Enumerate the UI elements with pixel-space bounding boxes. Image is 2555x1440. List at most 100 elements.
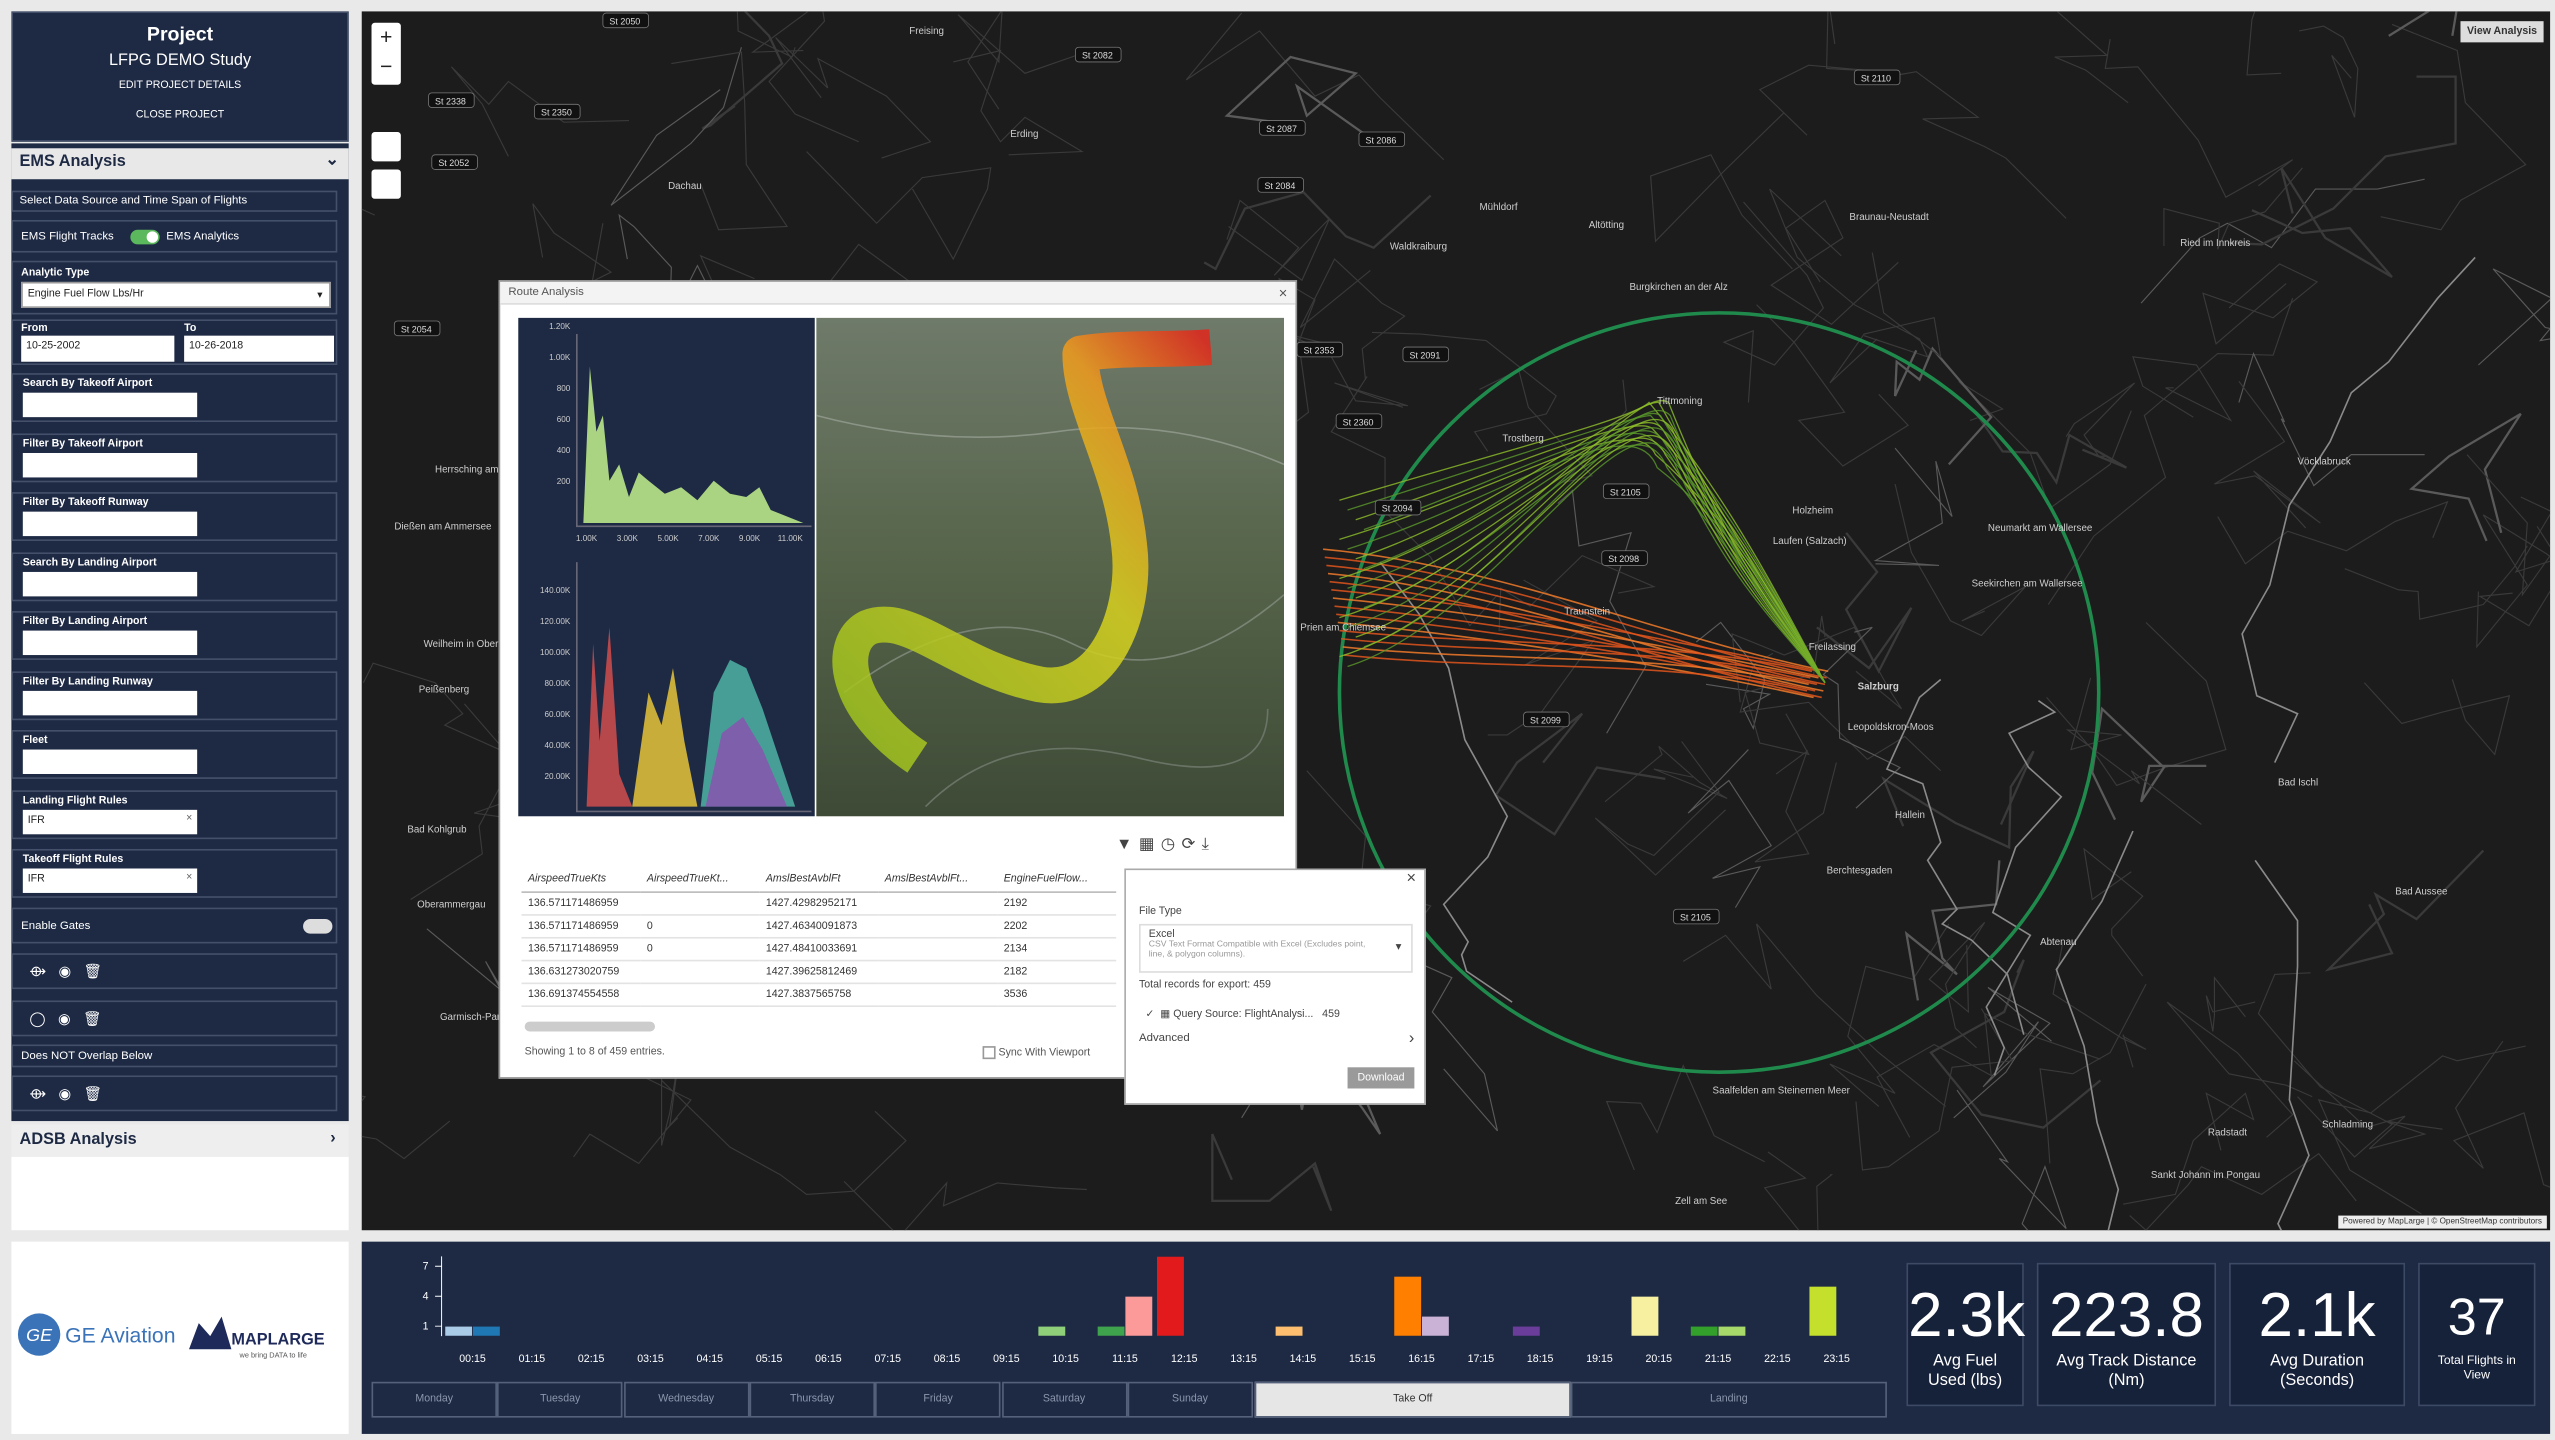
- edit-project[interactable]: EDIT PROJECT DETAILS: [118, 79, 242, 92]
- x-tick-label: 12:15: [1171, 1353, 1198, 1365]
- x-tick-label: 19:15: [1586, 1353, 1613, 1365]
- mode-tab[interactable]: Take Off: [1254, 1381, 1571, 1418]
- close-button[interactable]: ×: [1406, 870, 1417, 889]
- road: [2246, 11, 2282, 76]
- column-header[interactable]: EngineFuelFlow...: [997, 865, 1117, 893]
- gate-tools-3: ⟴ ◉ 🗑: [11, 1075, 338, 1112]
- sync-viewport[interactable]: Sync With Viewport: [982, 1046, 1090, 1060]
- close-button[interactable]: ×: [1278, 285, 1288, 302]
- column-header[interactable]: AmslBestAvblFt: [759, 865, 879, 893]
- place-label: Vöcklabruck: [2298, 456, 2351, 467]
- overlap[interactable]: Does NOT Overlap Below: [11, 1044, 338, 1068]
- table-cell: 2134: [997, 937, 1117, 962]
- day-tab[interactable]: Sunday: [1127, 1381, 1253, 1418]
- stat-card: 2.3k Avg Fuel Used (lbs): [1906, 1262, 2026, 1407]
- ems-header[interactable]: EMS Analysis ⌄: [11, 148, 349, 180]
- advanced[interactable]: Advanced: [1138, 1033, 1190, 1045]
- field-input[interactable]: IFR ×: [22, 809, 198, 834]
- view-analysis[interactable]: View Analysis: [2460, 21, 2544, 43]
- y-tick-label: 4: [423, 1290, 429, 1302]
- day-tab[interactable]: Wednesday: [623, 1381, 749, 1418]
- chart1-x-tick-label: 9.00K: [739, 534, 761, 543]
- road: [1929, 959, 2102, 1129]
- close-project[interactable]: CLOSE PROJECT: [135, 109, 225, 121]
- field-input[interactable]: [22, 630, 198, 656]
- search-tool[interactable]: [371, 131, 401, 162]
- tool-icons[interactable]: ⟴ ◉ 🗑: [29, 963, 103, 980]
- place-label: Herrsching am Ammersee: [435, 465, 548, 476]
- chart1-y-tick-label: 600: [557, 415, 571, 424]
- bar: [1124, 1295, 1154, 1337]
- toggle-switch[interactable]: [130, 229, 160, 245]
- place-label: Tittmoning: [1657, 396, 1702, 407]
- project-panel: Project LFPG DEMO Study EDIT PROJECT DET…: [11, 11, 349, 142]
- field-input[interactable]: [22, 749, 198, 774]
- day-tab[interactable]: Tuesday: [497, 1381, 623, 1418]
- query-row[interactable]: ✓ ▦ Query Source: FlightAnalysi... 459: [1145, 1008, 1340, 1021]
- field-input[interactable]: [22, 690, 198, 715]
- road: [2163, 167, 2303, 250]
- table-row: 136.571171486959 0 1427.46340091873 2202: [521, 914, 1117, 939]
- zoom-control[interactable]: + −: [371, 22, 401, 85]
- road: [362, 662, 508, 754]
- bar: [1274, 1325, 1304, 1337]
- road-shield: [393, 320, 441, 337]
- day-tab[interactable]: Saturday: [1001, 1381, 1127, 1418]
- road: [1894, 483, 2026, 637]
- place-label: Bad Kohlgrub: [407, 825, 467, 836]
- field-input[interactable]: [22, 511, 198, 537]
- advanced-arrow[interactable]: ›: [1408, 1029, 1415, 1048]
- day-tab[interactable]: Monday: [371, 1381, 497, 1418]
- road-shield-label: St 2091: [1409, 350, 1440, 360]
- export-popup: × File Type Excel CSV Text Format Compat…: [1124, 868, 1426, 1105]
- tool-icons[interactable]: ◯ ◉ 🗑: [29, 1010, 102, 1027]
- scrollbar[interactable]: [524, 1021, 656, 1032]
- day-tab[interactable]: Friday: [875, 1381, 1001, 1418]
- column-header[interactable]: AirspeedTrueKt...: [640, 865, 760, 893]
- road: [2052, 941, 2147, 1068]
- field-label: Filter By Takeoff Runway: [22, 496, 149, 509]
- clear-button[interactable]: ×: [186, 871, 193, 884]
- ge-logo: GE: [17, 1313, 61, 1356]
- road: [1185, 12, 1445, 161]
- from-input[interactable]: 10-25-2002: [21, 335, 175, 362]
- road: [1695, 621, 1772, 731]
- field-input[interactable]: [22, 571, 198, 596]
- analytic-type-select[interactable]: Engine Fuel Flow Lbs/Hr ▾: [21, 281, 331, 308]
- stat-label: Total Flights in View: [2437, 1352, 2516, 1382]
- column-header[interactable]: AmslBestAvblFt...: [878, 865, 998, 893]
- data-source[interactable]: Select Data Source and Time Span of Flig…: [11, 190, 338, 212]
- svg-text:GE: GE: [26, 1325, 53, 1345]
- place-label: Leopoldskron-Moos: [1848, 722, 1934, 733]
- x-tick-label: 08:15: [934, 1353, 961, 1365]
- gates-switch[interactable]: [303, 919, 333, 934]
- road-shield: [428, 92, 475, 108]
- stat-value: 2.3k: [1908, 1282, 2026, 1351]
- field-input[interactable]: IFR ×: [22, 868, 198, 893]
- flight-track: [1347, 414, 1826, 684]
- to-input[interactable]: 10-26-2018: [184, 335, 335, 362]
- road: [618, 213, 716, 322]
- chart2-y-tick-label: 100.00K: [540, 648, 571, 657]
- field-label: Landing Flight Rules: [22, 794, 128, 806]
- table-toolbar[interactable]: ▼▦◷⟳⤓: [1116, 835, 1216, 854]
- day-tab[interactable]: Thursday: [749, 1381, 875, 1418]
- road: [361, 1095, 451, 1160]
- place-label: Altötting: [1589, 220, 1624, 231]
- field-input[interactable]: [22, 452, 198, 477]
- file-type-select[interactable]: Excel CSV Text Format Compatible with Ex…: [1138, 923, 1413, 973]
- chevron: ⌄: [325, 151, 339, 170]
- download-button[interactable]: Download: [1347, 1067, 1415, 1089]
- field-input[interactable]: [22, 392, 198, 418]
- globe-tool[interactable]: [371, 169, 401, 199]
- filter-field: Filter By Takeoff Runway: [11, 492, 338, 541]
- mode-tab[interactable]: Landing: [1570, 1381, 1887, 1418]
- checkbox[interactable]: [982, 1046, 996, 1060]
- tool-icons[interactable]: ⟴ ◉ 🗑: [29, 1085, 103, 1102]
- flight-track: [1340, 637, 1811, 679]
- clear-button[interactable]: ×: [186, 812, 193, 824]
- column-header[interactable]: AirspeedTrueKts: [521, 865, 641, 893]
- adsb-header[interactable]: ADSB Analysis ›: [11, 1124, 349, 1157]
- select-arrow: ▾: [317, 290, 323, 302]
- flight-track: [1339, 434, 1826, 684]
